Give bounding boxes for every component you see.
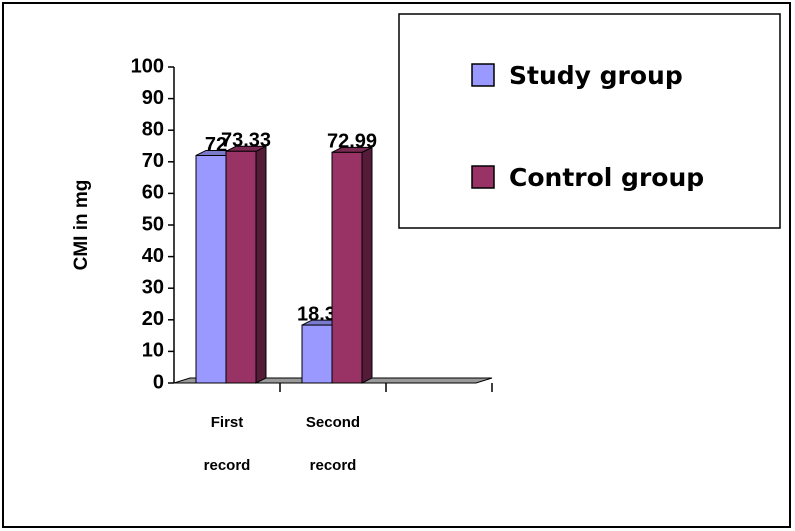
bar bbox=[195, 154, 227, 384]
y-tick-label: 30 bbox=[142, 276, 164, 298]
data-label: 72.99 bbox=[327, 131, 377, 153]
bar bbox=[225, 150, 257, 384]
y-tick-label: 100 bbox=[131, 55, 164, 77]
y-tick-label: 80 bbox=[142, 118, 164, 140]
y-tick-label: 40 bbox=[142, 245, 164, 267]
y-tick-label: 20 bbox=[142, 308, 164, 330]
y-tick-label: 50 bbox=[142, 213, 164, 235]
y-axis-label: CMI in mg bbox=[71, 180, 92, 271]
bar-side bbox=[361, 146, 373, 384]
y-tick-label: 70 bbox=[142, 150, 164, 172]
x-tick-label: First record bbox=[204, 414, 251, 474]
y-tick-label: 10 bbox=[142, 340, 164, 362]
y-tick-label: 90 bbox=[142, 87, 164, 109]
y-tick-label: 60 bbox=[142, 182, 164, 204]
bar-side bbox=[255, 145, 267, 384]
legend-box bbox=[398, 13, 781, 229]
y-tick-label: 0 bbox=[153, 371, 164, 393]
x-tick-label: Second record bbox=[306, 414, 360, 474]
data-label: 72 bbox=[205, 134, 227, 156]
legend-label: Control group bbox=[509, 163, 704, 192]
bar bbox=[331, 151, 363, 384]
bar bbox=[301, 324, 333, 384]
legend-label: Study group bbox=[509, 61, 683, 90]
data-label: 73.33 bbox=[221, 130, 271, 152]
legend-swatch bbox=[471, 63, 495, 87]
legend-swatch bbox=[471, 165, 495, 189]
